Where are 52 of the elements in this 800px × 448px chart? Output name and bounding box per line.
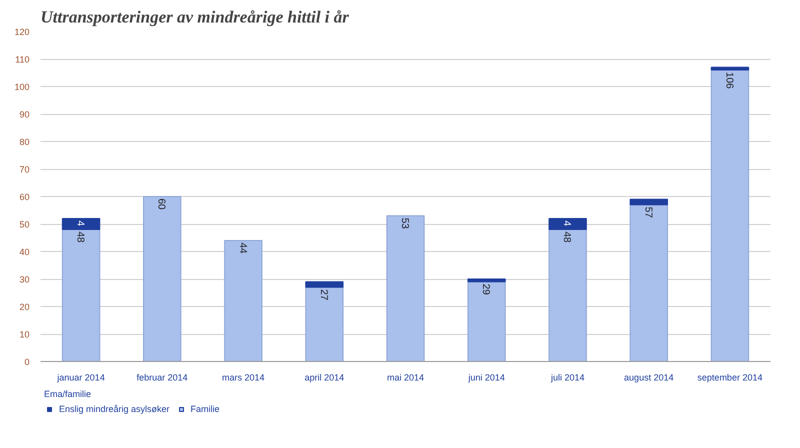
bar <box>630 198 668 206</box>
x-tick-label: februar 2014 <box>136 372 188 382</box>
legend-title: Ema/familie <box>44 389 92 399</box>
data-label: 4 <box>74 220 86 226</box>
bar <box>467 281 506 362</box>
bar <box>386 215 425 362</box>
y-tick-label: 70 <box>19 164 30 174</box>
bar <box>305 281 344 288</box>
data-label: 57 <box>642 206 654 218</box>
y-tick-label: 50 <box>19 220 30 230</box>
data-label: 27 <box>318 289 329 301</box>
x-tick-label: september 2014 <box>697 372 762 382</box>
y-tick-label: 60 <box>19 192 30 202</box>
bar <box>630 204 668 362</box>
y-tick-label: 20 <box>19 302 30 312</box>
data-label: 48 <box>74 232 86 244</box>
data-label: 106 <box>723 72 734 90</box>
data-label: 4 <box>561 220 572 226</box>
x-tick-label: april 2014 <box>304 372 344 382</box>
data-label: 48 <box>561 232 572 244</box>
chart-title: Uttransporteringer av mindreårige hittil i år <box>40 8 350 26</box>
x-tick-label: mai 2014 <box>386 372 424 382</box>
bar <box>224 240 262 362</box>
x-tick-label: mars 2014 <box>222 372 265 382</box>
bar <box>548 218 587 230</box>
bar <box>62 229 100 362</box>
y-tick-label: 40 <box>19 247 30 257</box>
y-tick-label: 0 <box>24 357 30 367</box>
y-tick-label: 10 <box>19 330 30 340</box>
data-label: 60 <box>156 198 167 210</box>
bar <box>710 66 750 70</box>
y-tick-label: 110 <box>15 54 30 64</box>
bar <box>710 70 750 362</box>
bar <box>62 218 100 230</box>
bar <box>305 286 344 362</box>
legend-label: Familie <box>190 404 220 414</box>
y-tick-label: 120 <box>14 27 30 37</box>
y-tick-label: 30 <box>19 274 30 284</box>
bar <box>548 229 587 362</box>
data-label: 44 <box>236 242 248 254</box>
x-tick-label: juni 2014 <box>467 372 505 382</box>
x-tick-label: august 2014 <box>624 372 674 382</box>
y-tick-label: 100 <box>14 82 30 92</box>
data-label: 29 <box>480 284 492 296</box>
bar <box>143 196 182 362</box>
bar <box>467 278 506 282</box>
y-tick-label: 90 <box>19 110 30 120</box>
legend-label: Enslig mindreårig asylsøker <box>59 404 170 414</box>
x-tick-label: januar 2014 <box>56 372 105 382</box>
x-tick-label: juli 2014 <box>550 372 584 382</box>
data-label: 53 <box>399 218 410 230</box>
y-tick-label: 80 <box>19 137 30 147</box>
